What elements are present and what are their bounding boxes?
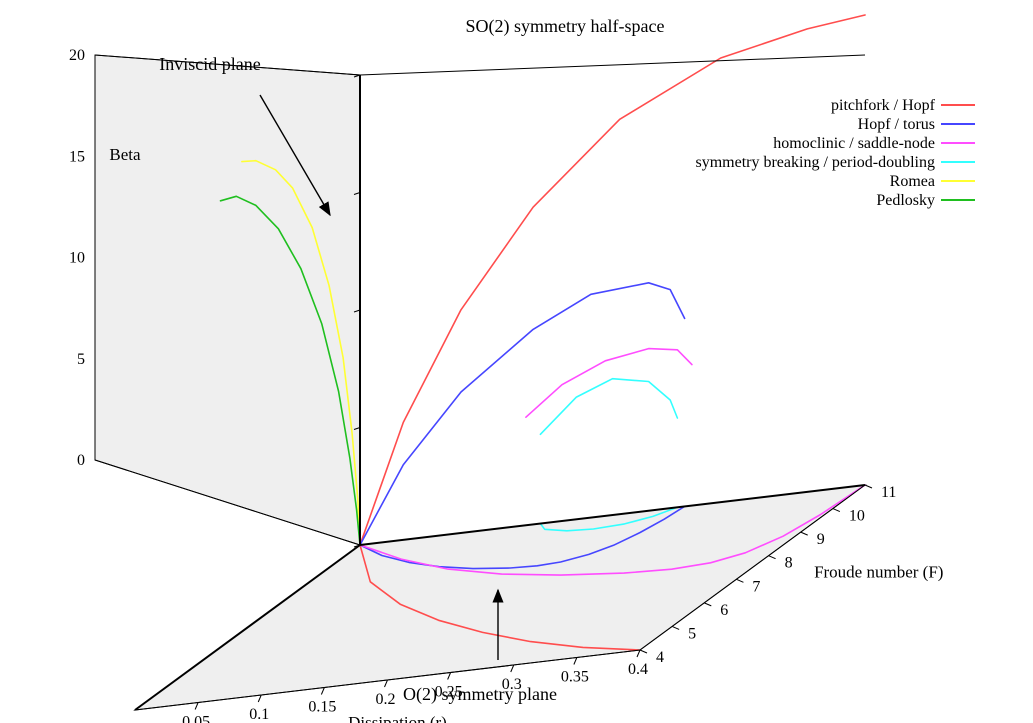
r-tick xyxy=(195,703,198,710)
F-tick-label: 11 xyxy=(881,484,896,501)
r-tick-label: 0.35 xyxy=(561,669,589,686)
r-tick xyxy=(574,658,577,665)
z-tick-label: 5 xyxy=(77,351,85,368)
F-tick-label: 8 xyxy=(785,555,793,572)
annotation-o2plane: O(2) symmetry plane xyxy=(403,684,557,705)
F-tick xyxy=(640,650,647,653)
r-tick-label: 0.15 xyxy=(308,699,336,716)
annotation-inviscid: Inviscid plane xyxy=(159,54,260,74)
r-tick-label: 0.2 xyxy=(376,691,396,708)
left-wall-inviscid-plane xyxy=(95,55,360,545)
F-tick-label: 10 xyxy=(849,508,865,525)
legend-label-pedlosky: Pedlosky xyxy=(876,192,935,209)
z-tick-label: 0 xyxy=(77,452,85,469)
r-tick xyxy=(637,650,640,657)
r-tick xyxy=(321,688,324,695)
r-tick xyxy=(385,680,388,687)
back-wall xyxy=(360,55,865,545)
legend-label-hopf: Hopf / torus xyxy=(858,116,935,133)
F-tick xyxy=(833,509,840,512)
chart-title: SO(2) symmetry half-space xyxy=(466,16,665,37)
bifurcation-3d-chart: 051015200.050.10.150.20.250.30.350.44567… xyxy=(0,0,1033,723)
F-tick xyxy=(865,485,872,488)
legend-label-homoclinic: homoclinic / saddle-node xyxy=(773,135,935,152)
r-tick-label: 0.1 xyxy=(249,706,269,723)
r-tick xyxy=(448,673,451,680)
F-tick-label: 5 xyxy=(688,625,696,642)
F-tick xyxy=(801,532,808,535)
r-tick xyxy=(511,665,514,672)
z-tick-label: 20 xyxy=(69,47,85,64)
z-tick-label: 15 xyxy=(69,148,85,165)
z-axis-label: Beta xyxy=(109,145,141,164)
legend-label-romea: Romea xyxy=(890,173,935,190)
z-tick-label: 10 xyxy=(69,250,85,267)
y-axis-label: Dissipation (r) xyxy=(348,713,447,723)
x-axis-label: Froude number (F) xyxy=(814,562,943,581)
F-tick-label: 4 xyxy=(656,649,664,666)
chart-svg: 051015200.050.10.150.20.250.30.350.44567… xyxy=(0,0,1033,723)
F-tick xyxy=(736,579,743,582)
F-tick xyxy=(769,556,776,559)
F-tick-label: 7 xyxy=(752,578,760,595)
r-tick xyxy=(258,695,261,702)
legend-label-pitchfork: pitchfork / Hopf xyxy=(831,97,936,114)
F-tick xyxy=(672,626,679,629)
r-tick-label: 0.05 xyxy=(182,714,210,723)
F-tick xyxy=(704,603,711,606)
r-tick-label: 0.4 xyxy=(628,661,648,678)
F-tick-label: 9 xyxy=(817,531,825,548)
F-tick-label: 6 xyxy=(720,602,728,619)
legend-label-symbreak: symmetry breaking / period-doubling xyxy=(695,154,935,171)
